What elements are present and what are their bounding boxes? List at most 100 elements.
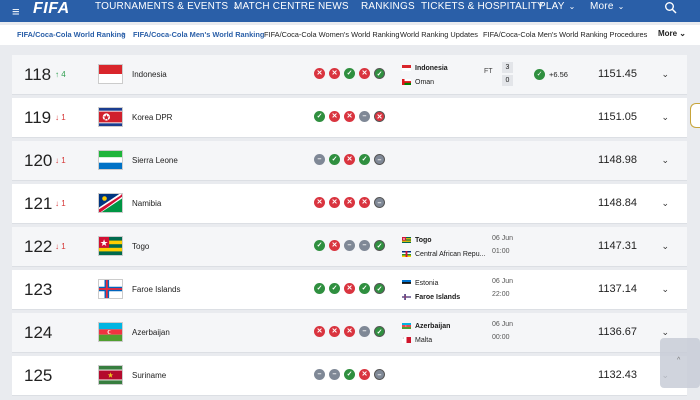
azerbaijan-flag-icon [98, 322, 123, 342]
team-name[interactable]: Korea DPR [132, 113, 173, 122]
loss-icon[interactable]: ✕ [359, 68, 370, 79]
match-card[interactable]: Indonesia Oman FT 3 0 [402, 62, 522, 88]
match-time: 00:00 [492, 334, 510, 341]
namibia-flag-icon [98, 193, 123, 213]
nav-item-match-centre[interactable]: MATCH CENTRE [234, 1, 316, 12]
loss-icon[interactable]: ✕ [344, 154, 355, 165]
draw-icon[interactable]: – [314, 369, 325, 380]
rank-number: 119 [24, 108, 52, 127]
points-change-value: +6.56 [549, 70, 568, 79]
team-name[interactable]: Faroe Islands [132, 285, 181, 294]
match-card[interactable]: Togo Central African Repu... 06 Jun 01:00 [402, 234, 522, 260]
match-team-name: Azerbaijan [415, 322, 451, 330]
chevron-down-icon[interactable]: ⌄ [661, 284, 669, 294]
table-row[interactable]: 123 Faroe Islands ✓ ✓ ✕ ✓ ✓ Estonia Faroe Island… [12, 270, 687, 310]
side-feedback-tab[interactable] [690, 103, 700, 128]
win-icon[interactable]: ✓ [374, 283, 385, 294]
table-row[interactable]: 120 ↓ 1 Sierra Leone – ✓ ✕ ✓ –1148.98 ⌄ [12, 141, 687, 181]
draw-icon[interactable]: – [344, 240, 355, 251]
total-points: 1148.98 [598, 154, 637, 166]
rank-number: 120 [24, 151, 53, 170]
win-icon[interactable]: ✓ [374, 326, 385, 337]
subnav-more-button[interactable]: More ⌄ [657, 29, 686, 38]
table-row[interactable]: 118 ↑ 4 Indonesia ✕ ✕ ✓ ✕ ✓ Indonesia Oman FT 3 0 ✓ +6… [12, 55, 687, 95]
win-icon[interactable]: ✓ [344, 369, 355, 380]
table-row[interactable]: 121 ↓ 1 Namibia ✕ ✕ ✕ ✕ –1148.84 ⌄ [12, 184, 687, 224]
chevron-down-icon[interactable]: ⌄ [661, 155, 669, 165]
subnav-link[interactable]: FIFA/Coca-Cola Men's World Ranking Proce… [483, 30, 648, 39]
loss-icon[interactable]: ✕ [344, 283, 355, 294]
loss-icon[interactable]: ✕ [344, 326, 355, 337]
loss-icon[interactable]: ✕ [329, 197, 340, 208]
team-name[interactable]: Togo [132, 242, 150, 251]
loss-icon[interactable]: ✕ [359, 369, 370, 380]
suriname-flag-icon [98, 365, 123, 385]
loss-icon[interactable]: ✕ [329, 68, 340, 79]
form-guide: – ✓ ✕ ✓ – [314, 154, 385, 165]
win-icon[interactable]: ✓ [344, 68, 355, 79]
loss-icon[interactable]: ✕ [314, 326, 325, 337]
win-icon[interactable]: ✓ [359, 154, 370, 165]
match-card[interactable]: Azerbaijan Malta 06 Jun 00:00 [402, 320, 522, 346]
win-icon[interactable]: ✓ [314, 283, 325, 294]
win-icon[interactable]: ✓ [314, 240, 325, 251]
draw-icon[interactable]: – [329, 369, 340, 380]
table-row[interactable]: 119 ↓ 1 Korea DPR ✓ ✕ ✕ – ✕ 1151.05 ⌄ [12, 98, 687, 138]
draw-icon[interactable]: – [314, 154, 325, 165]
loss-icon[interactable]: ✕ [329, 111, 340, 122]
loss-icon[interactable]: ✕ [329, 326, 340, 337]
team-name[interactable]: Azerbaijan [132, 328, 170, 337]
loss-icon[interactable]: ✕ [314, 197, 325, 208]
team-name[interactable]: Suriname [132, 371, 167, 380]
subnav-link[interactable]: FIFA/Coca-Cola Men's World Ranking [133, 30, 265, 39]
match-team: Oman [402, 76, 434, 88]
fifa-logo[interactable]: FIFA [33, 0, 70, 17]
table-row[interactable]: 124 Azerbaijan ✕ ✕ ✕ – ✓ Azerbaijan Malta 06 Jun 0… [12, 313, 687, 353]
nav-item-news[interactable]: NEWS [318, 1, 349, 12]
loss-icon[interactable]: ✕ [374, 111, 385, 122]
oman-flag-icon [402, 79, 411, 85]
draw-icon[interactable]: – [359, 111, 370, 122]
chevron-down-icon[interactable]: ⌄ [661, 198, 669, 208]
win-icon[interactable]: ✓ [374, 68, 385, 79]
loss-icon[interactable]: ✕ [314, 68, 325, 79]
scroll-to-top-button[interactable]: ^ [660, 338, 700, 388]
loss-icon[interactable]: ✕ [344, 197, 355, 208]
win-icon[interactable]: ✓ [359, 283, 370, 294]
match-card[interactable]: Estonia Faroe Islands 06 Jun 22:00 [402, 277, 522, 303]
nav-item-play[interactable]: PLAY ⌄ [539, 1, 576, 12]
win-icon[interactable]: ✓ [374, 240, 385, 251]
form-guide: ✓ ✕ – – ✓ [314, 240, 385, 251]
hamburger-icon[interactable]: ≡ [12, 4, 20, 19]
team-name[interactable]: Indonesia [132, 70, 167, 79]
chevron-down-icon[interactable]: ⌄ [661, 241, 669, 251]
subnav-link[interactable]: FIFA/Coca-Cola World Ranking [17, 30, 126, 39]
win-icon[interactable]: ✓ [314, 111, 325, 122]
chevron-down-icon[interactable]: ⌄ [661, 327, 669, 337]
chevron-down-icon[interactable]: ⌄ [661, 112, 669, 122]
subnav-link[interactable]: FIFA/Coca-Cola Women's World Ranking [264, 30, 400, 39]
team-name[interactable]: Sierra Leone [132, 156, 178, 165]
match-team: Azerbaijan [402, 320, 450, 332]
team-name[interactable]: Namibia [132, 199, 162, 208]
chevron-down-icon[interactable]: ⌄ [661, 69, 669, 79]
nav-item-tickets-hospitality[interactable]: TICKETS & HOSPITALITY [421, 1, 544, 12]
subnav-link[interactable]: World Ranking Updates [400, 30, 478, 39]
nav-item-more[interactable]: More ⌄ [590, 1, 625, 12]
win-icon[interactable]: ✓ [329, 154, 340, 165]
draw-icon[interactable]: – [374, 154, 385, 165]
draw-icon[interactable]: – [359, 240, 370, 251]
match-team: Faroe Islands [402, 291, 460, 303]
draw-icon[interactable]: – [359, 326, 370, 337]
table-row[interactable]: 122 ↓ 1 Togo ✓ ✕ – – ✓ Togo Central African Repu.… [12, 227, 687, 267]
loss-icon[interactable]: ✕ [329, 240, 340, 251]
search-icon[interactable] [664, 1, 678, 15]
draw-icon[interactable]: – [374, 197, 385, 208]
loss-icon[interactable]: ✕ [344, 111, 355, 122]
nav-item-rankings[interactable]: RANKINGS [361, 1, 415, 12]
nav-item-tournaments-events[interactable]: TOURNAMENTS & EVENTS ⌄ [95, 1, 240, 12]
loss-icon[interactable]: ✕ [359, 197, 370, 208]
win-icon[interactable]: ✓ [329, 283, 340, 294]
draw-icon[interactable]: – [374, 369, 385, 380]
